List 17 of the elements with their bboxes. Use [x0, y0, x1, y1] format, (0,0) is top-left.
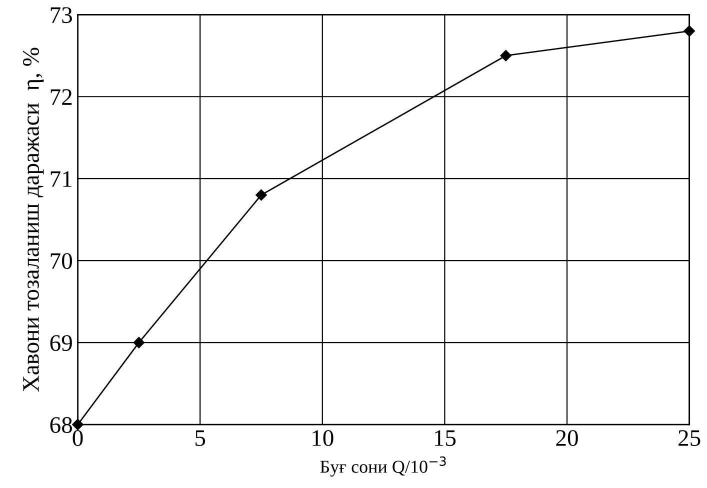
- x-tick-label: 0: [72, 430, 83, 446]
- y-tick-label: 71: [50, 171, 72, 187]
- y-tick-label: 69: [50, 335, 72, 351]
- x-tick-label: 25: [678, 430, 700, 446]
- y-tick-label: 70: [50, 253, 72, 270]
- x-tick-label: 20: [556, 430, 578, 446]
- x-tick-label: 5: [196, 430, 206, 446]
- x-tick-label: 10: [312, 430, 334, 446]
- y-axis-title: Хавони тозаланиш даражаси η, %: [23, 48, 44, 392]
- x-tick-label: 15: [434, 430, 456, 446]
- point: [500, 50, 512, 62]
- point: [133, 336, 145, 348]
- x-axis-title: Буғ сони Q/10$^{−3}$: [320, 456, 446, 477]
- y-tick-label: 73: [50, 7, 72, 24]
- y-tick-label: 68: [50, 417, 72, 433]
- point: [256, 189, 267, 201]
- y-tick-label: 72: [50, 89, 72, 105]
